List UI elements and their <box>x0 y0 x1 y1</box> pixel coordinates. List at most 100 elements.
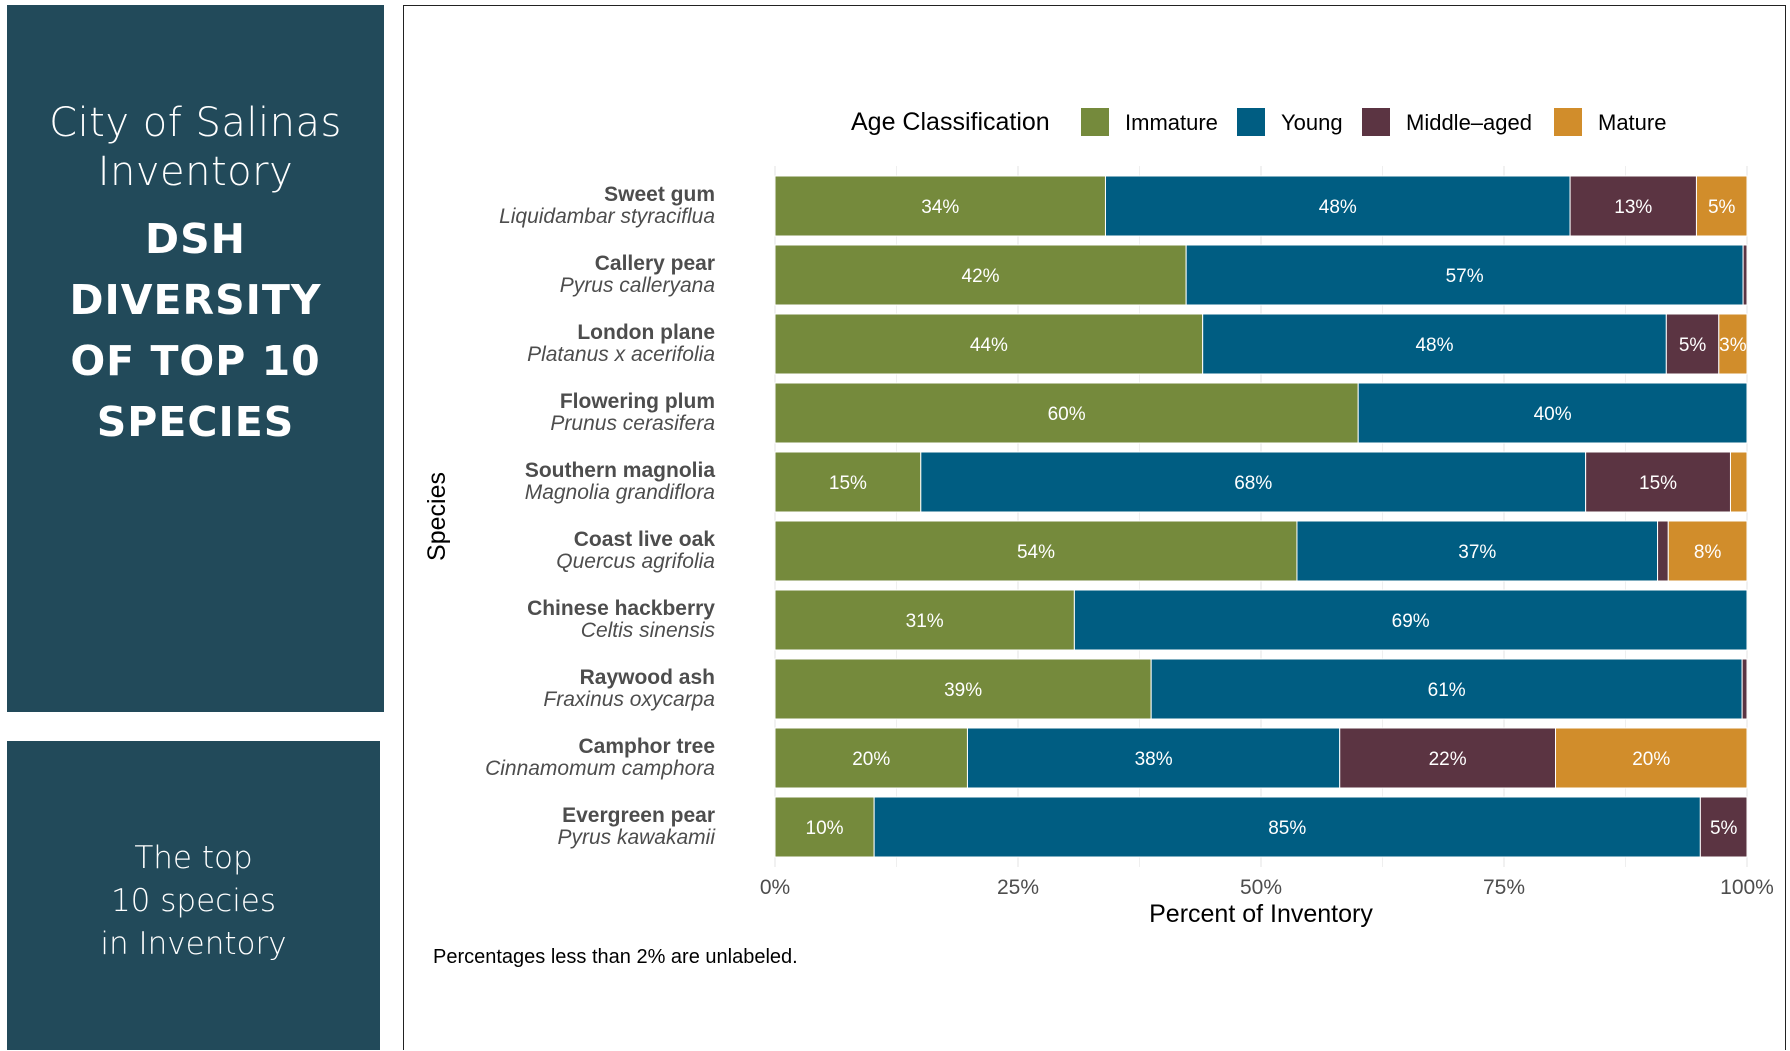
x-tick-label: 50% <box>1240 876 1282 899</box>
bar-segment-label: 5% <box>1679 335 1707 356</box>
bar-segment <box>1699 796 1748 858</box>
species-scientific-name: Pyrus kawakamii <box>557 826 716 849</box>
bar-segment-label: 8% <box>1694 542 1722 563</box>
species-common-name: Southern magnolia <box>525 459 716 482</box>
bar-segment <box>774 244 1187 306</box>
bar-segment <box>774 520 1298 582</box>
bar-segment <box>1657 520 1669 582</box>
bar-segment-label: 61% <box>1428 680 1466 701</box>
bar-segment-label: 38% <box>1135 749 1173 770</box>
bar-segment <box>1585 451 1731 513</box>
bar-segment <box>1185 244 1744 306</box>
title-bold-line-1: DSH <box>145 215 246 263</box>
legend-entry-label: Mature <box>1598 110 1666 135</box>
bar-segment-label: 54% <box>1017 542 1055 563</box>
species-common-name: Camphor tree <box>578 735 715 758</box>
caption-line-1: The top <box>134 840 253 876</box>
bar-segment <box>1357 382 1748 444</box>
caption-panel: The top 10 species in Inventory <box>7 741 380 1050</box>
caption-line-3: in Inventory <box>100 926 287 962</box>
bar-segment <box>1695 175 1748 237</box>
x-tick-label: 25% <box>997 876 1039 899</box>
chart-frame: Sweet gum Liquidambar styraciflua 34% 48% 13… <box>403 5 1786 1050</box>
species-scientific-name: Celtis sinensis <box>581 619 716 642</box>
bar-segment <box>873 796 1701 858</box>
bar-segment-label: 44% <box>970 335 1008 356</box>
title-bold-line-3: OF TOP 10 <box>70 337 321 385</box>
species-scientific-name: Cinnamomum camphora <box>485 757 715 780</box>
species-scientific-name: Magnolia grandiflora <box>525 481 715 504</box>
x-axis-title: Percent of Inventory <box>1149 900 1373 928</box>
bar-segment <box>1339 727 1557 789</box>
bar-segment <box>920 451 1587 513</box>
title-bold-line-4: SPECIES <box>96 398 295 446</box>
legend-entry-label: Young <box>1281 110 1343 135</box>
bar-segment-label: 15% <box>1639 473 1677 494</box>
species-common-name: Sweet gum <box>604 183 715 206</box>
bar-segment <box>1073 589 1748 651</box>
bar-segment-label: 68% <box>1234 473 1272 494</box>
bar-segment-label: 48% <box>1319 197 1357 218</box>
bar-segment-label: 39% <box>944 680 982 701</box>
species-scientific-name: Prunus cerasifera <box>550 412 715 435</box>
bar-segment <box>1569 175 1697 237</box>
bar-segment <box>1729 451 1748 513</box>
bar-segment-label: 60% <box>1048 404 1086 425</box>
bar-segment-label: 20% <box>852 749 890 770</box>
species-scientific-name: Fraxinus oxycarpa <box>543 688 715 711</box>
legend-title: Age Classification <box>851 108 1050 136</box>
bar-segment-label: 15% <box>829 473 867 494</box>
species-scientific-name: Pyrus calleryana <box>560 274 715 297</box>
bar-segment <box>1202 313 1667 375</box>
bar-segment-label: 3% <box>1719 335 1747 356</box>
legend-swatch <box>1554 108 1582 136</box>
bar-segment-label: 34% <box>921 197 959 218</box>
bar-segment <box>774 727 968 789</box>
title-panel: City of Salinas Inventory DSH DIVERSITY … <box>7 5 384 712</box>
y-axis-title: Species <box>423 472 451 561</box>
bar-segment <box>1741 658 1748 720</box>
bar-segment <box>774 451 922 513</box>
species-scientific-name: Liquidambar styraciflua <box>499 205 715 228</box>
bar-segment <box>1742 244 1748 306</box>
bar-segment <box>1150 658 1743 720</box>
x-tick-label: 0% <box>760 876 790 899</box>
bar-segment-label: 40% <box>1534 404 1572 425</box>
bar-segment-label: 85% <box>1268 818 1306 839</box>
title-light-line-1: City of Salinas <box>49 100 342 146</box>
bar-segment-label: 10% <box>806 818 844 839</box>
species-scientific-name: Platanus x acerifolia <box>527 343 715 366</box>
title-light-line-2: Inventory <box>97 149 294 195</box>
legend-swatch <box>1081 108 1109 136</box>
legend-swatch <box>1362 108 1390 136</box>
chart-note: Percentages less than 2% are unlabeled. <box>433 946 798 968</box>
bar-segment <box>1667 520 1748 582</box>
bar-segment <box>1555 727 1748 789</box>
caption-line-2: 10 species <box>110 883 277 919</box>
bar-segment <box>774 313 1204 375</box>
legend-entry-label: Immature <box>1125 110 1218 135</box>
bar-segment <box>1665 313 1720 375</box>
legend-swatch <box>1237 108 1265 136</box>
species-common-name: Evergreen pear <box>562 804 715 827</box>
bar-segment <box>1296 520 1659 582</box>
x-tick-label: 75% <box>1483 876 1525 899</box>
bar-segment-label: 13% <box>1614 197 1652 218</box>
bar-segment <box>966 727 1341 789</box>
bar-segment-label: 37% <box>1458 542 1496 563</box>
bar-segment-label: 57% <box>1446 266 1484 287</box>
bar-segment-label: 20% <box>1632 749 1670 770</box>
bar-segment-label: 31% <box>906 611 944 632</box>
bar-segment <box>774 658 1152 720</box>
species-common-name: Callery pear <box>595 252 715 275</box>
legend-entry-label: Middle–aged <box>1406 110 1532 135</box>
bar-segment-label: 69% <box>1392 611 1430 632</box>
bar-segment-label: 22% <box>1429 749 1467 770</box>
species-common-name: Chinese hackberry <box>527 597 715 620</box>
species-common-name: Flowering plum <box>560 390 715 413</box>
title-bold-line-2: DIVERSITY <box>69 276 322 324</box>
title-block: City of Salinas Inventory DSH DIVERSITY … <box>49 99 342 453</box>
bar-segment-label: 5% <box>1710 818 1738 839</box>
bar-segment-label: 48% <box>1415 335 1453 356</box>
bar-segment <box>1104 175 1571 237</box>
